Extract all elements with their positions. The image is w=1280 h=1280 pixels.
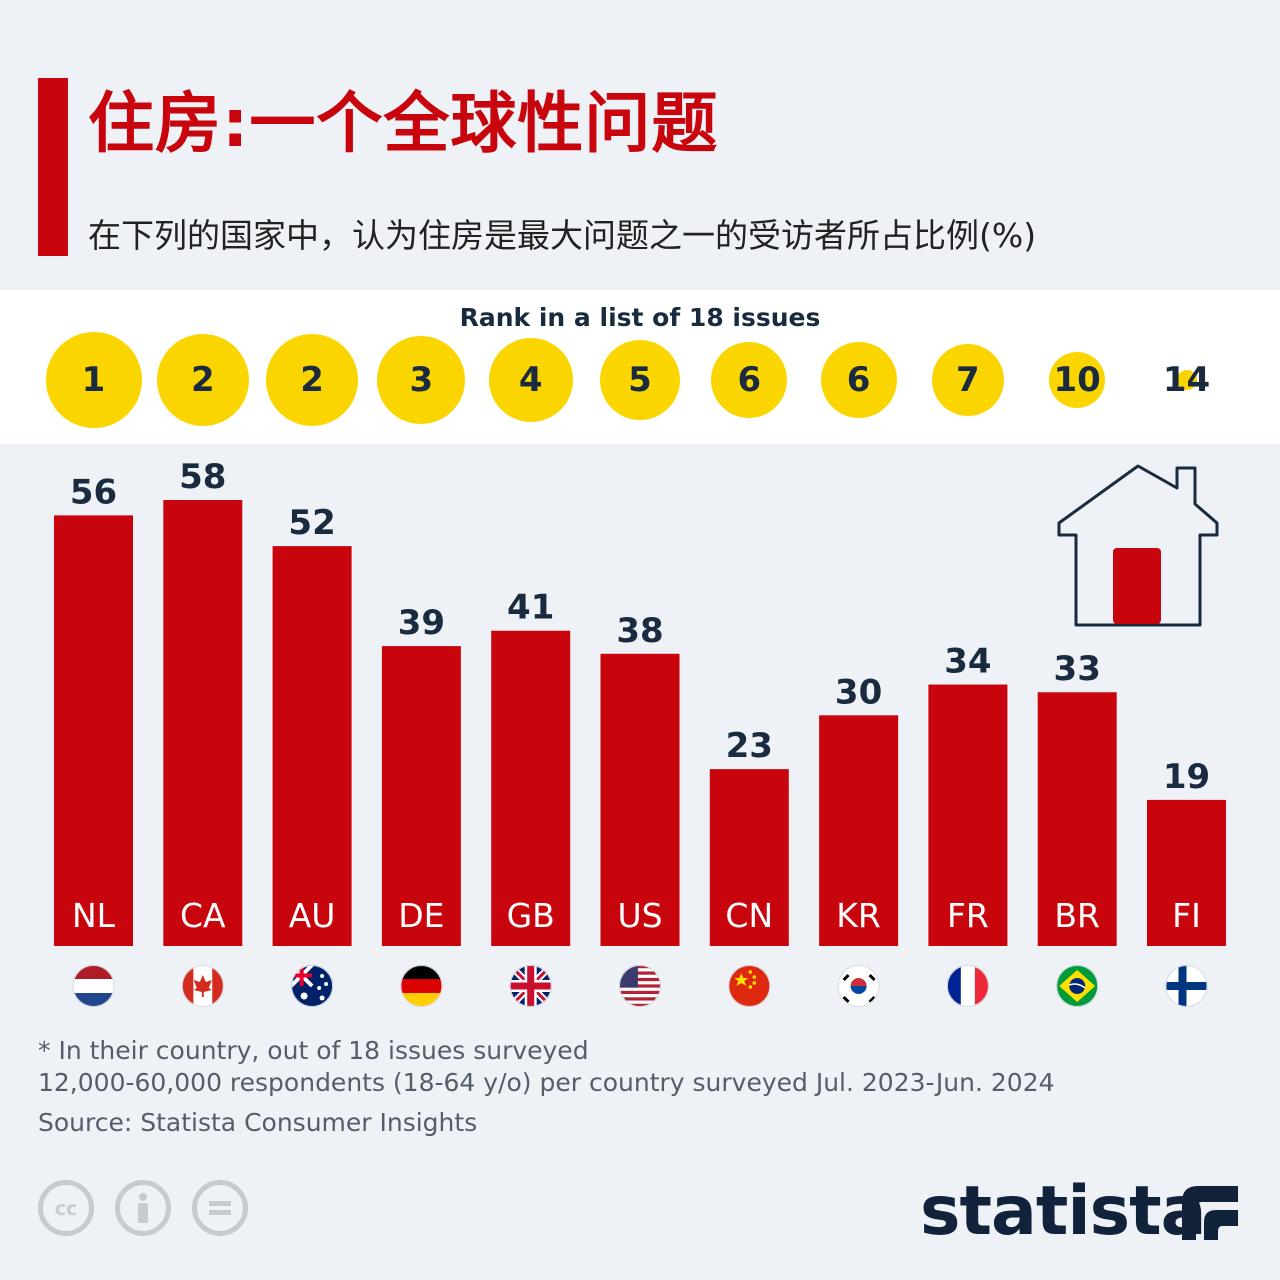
source-text[interactable]: Source: Statista Consumer Insights xyxy=(38,1108,478,1137)
value-label-us: 38 xyxy=(616,611,663,651)
usa-flag xyxy=(619,965,661,1007)
chart-subtitle: 在下列的国家中，认为住房是最大问题之一的受访者所占比例(%) xyxy=(88,216,1037,255)
bar-au xyxy=(272,546,352,946)
germany-flag-outline xyxy=(400,965,443,1007)
title-accent-bar xyxy=(38,78,68,256)
rank-badge-us: 5 xyxy=(600,340,680,420)
rank-badge-ca: 2 xyxy=(156,334,249,426)
rank-badge-gb: 4 xyxy=(488,338,573,422)
bar-nl xyxy=(54,515,133,946)
bar-us xyxy=(600,653,680,946)
bar-de xyxy=(381,646,461,946)
bar-kr xyxy=(819,715,899,946)
france-flag-outline xyxy=(946,965,989,1007)
netherlands-flag xyxy=(72,965,115,1007)
value-label-fi: 19 xyxy=(1163,757,1210,797)
south-korea-flag-outline xyxy=(837,965,880,1007)
value-label-kr: 30 xyxy=(835,672,882,712)
no-derivatives-icon[interactable] xyxy=(192,1180,248,1236)
svg-text:cc: cc xyxy=(55,1198,78,1220)
brazil-flag xyxy=(1056,965,1099,1007)
bar-fr xyxy=(928,684,1008,946)
rank-badge-nl: 1 xyxy=(45,332,142,428)
statista-logo-icon xyxy=(1182,1186,1238,1240)
creative-commons-icon[interactable]: cc xyxy=(38,1180,94,1236)
australia-flag-outline xyxy=(291,965,334,1007)
category-label-cn: CN xyxy=(725,896,773,935)
uk-flag xyxy=(509,965,552,1007)
category-label-nl: NL xyxy=(72,896,116,935)
category-label-br: BR xyxy=(1054,896,1100,935)
value-label-au: 52 xyxy=(288,503,335,543)
bar-br xyxy=(1037,692,1117,946)
rank-badge-au: 2 xyxy=(266,334,359,426)
value-label-ca: 58 xyxy=(179,457,226,497)
rank-badge-de: 3 xyxy=(377,336,466,424)
rank-badge-fr: 7 xyxy=(931,344,1004,416)
category-label-fi: FI xyxy=(1172,896,1201,935)
value-label-nl: 56 xyxy=(70,472,117,512)
value-label-gb: 41 xyxy=(507,588,554,628)
rank-badge-kr: 6 xyxy=(820,342,897,418)
netherlands-flag-outline xyxy=(72,965,115,1007)
category-label-ca: CA xyxy=(180,896,226,935)
south-korea-flag xyxy=(837,965,880,1007)
canada-flag-outline xyxy=(181,965,224,1007)
statista-logo[interactable]: statista xyxy=(920,1172,1207,1251)
uk-flag-outline xyxy=(509,965,552,1007)
value-label-br: 33 xyxy=(1054,649,1101,689)
footnote-line-1: * In their country, out of 18 issues sur… xyxy=(38,1036,589,1065)
footnote-line-2: 12,000-60,000 respondents (18-64 y/o) pe… xyxy=(38,1068,1055,1097)
house-icon xyxy=(1057,464,1219,627)
china-flag xyxy=(728,965,771,1007)
category-label-de: DE xyxy=(398,896,444,935)
value-label-fr: 34 xyxy=(944,642,991,682)
china-flag-outline xyxy=(728,965,771,1007)
rank-badge-br: 10 xyxy=(1049,352,1106,408)
category-label-fr: FR xyxy=(947,896,989,935)
bar-cn xyxy=(709,769,789,946)
finland-flag xyxy=(1165,965,1208,1007)
bar-fi xyxy=(1147,799,1226,946)
chart-title: 住房:一个全球性问题 xyxy=(88,85,719,162)
value-label-de: 39 xyxy=(398,603,445,643)
value-label-cn: 23 xyxy=(726,726,773,766)
australia-flag xyxy=(291,965,334,1007)
rank-badge-cn: 6 xyxy=(711,342,788,418)
category-label-us: US xyxy=(617,896,662,935)
finland-flag-outline xyxy=(1165,965,1208,1007)
canada-flag xyxy=(181,965,224,1007)
attribution-icon[interactable] xyxy=(115,1180,171,1236)
bar-ca xyxy=(163,500,243,946)
category-label-kr: KR xyxy=(836,896,881,935)
rank-title: Rank in a list of 18 issues xyxy=(459,303,821,332)
bar-gb xyxy=(491,630,571,946)
brazil-flag-outline xyxy=(1056,965,1099,1007)
usa-flag-outline xyxy=(619,965,661,1007)
category-label-au: AU xyxy=(289,896,336,935)
category-label-gb: GB xyxy=(507,896,555,935)
